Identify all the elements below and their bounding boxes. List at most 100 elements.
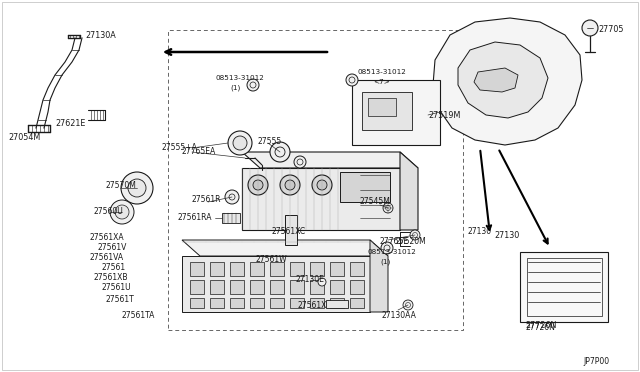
Text: 27561U: 27561U [102,283,132,292]
Polygon shape [400,152,418,230]
Bar [368,98,396,116]
Circle shape [410,230,420,240]
Bar [350,262,364,276]
Polygon shape [370,240,388,312]
Circle shape [280,175,300,195]
Text: 08513-31012: 08513-31012 [358,69,407,75]
Bar [270,280,284,294]
Bar [340,172,390,202]
Circle shape [312,175,332,195]
Text: 27561W: 27561W [255,256,287,264]
Bar [250,280,264,294]
Bar [310,298,324,308]
Bar [326,300,348,308]
Text: 27130E: 27130E [295,276,324,285]
Text: 27561: 27561 [102,263,126,273]
Text: 27561XC: 27561XC [272,228,306,237]
Circle shape [233,136,247,150]
Circle shape [317,180,327,190]
Bar [270,298,284,308]
Bar [290,280,304,294]
Text: 27520M: 27520M [395,237,426,247]
Text: 27054M: 27054M [8,134,40,142]
Bar [290,298,304,308]
Bar [250,298,264,308]
Bar [182,256,370,312]
Text: 27561TA: 27561TA [122,311,156,320]
Text: 27765EA: 27765EA [182,148,216,157]
Bar [168,30,463,330]
Text: 27555: 27555 [258,138,282,147]
Bar [242,168,400,230]
Bar [290,262,304,276]
Text: 27561X: 27561X [298,301,328,310]
Text: 27130: 27130 [468,228,492,237]
Text: 27560U: 27560U [94,208,124,217]
Bar [350,280,364,294]
Bar [330,298,344,308]
Polygon shape [458,42,548,118]
Bar [230,280,244,294]
Text: 27561VA: 27561VA [90,253,124,263]
Bar [250,262,264,276]
Circle shape [228,131,252,155]
Polygon shape [242,152,418,168]
Text: 27621E: 27621E [55,119,85,128]
Text: 08513-31012: 08513-31012 [215,75,264,81]
Text: 27570M: 27570M [105,180,136,189]
Bar [230,298,244,308]
Text: 27705: 27705 [598,26,623,35]
Circle shape [381,242,393,254]
Text: 27561V: 27561V [97,244,126,253]
Bar [270,262,284,276]
Bar [520,252,608,322]
Circle shape [383,203,393,213]
Bar [362,92,412,130]
Bar [190,298,204,308]
Circle shape [294,156,306,168]
Polygon shape [433,18,582,145]
Bar [230,262,244,276]
Bar [527,258,602,316]
Bar [210,262,224,276]
Bar [210,298,224,308]
Circle shape [128,179,146,197]
Circle shape [403,300,413,310]
Bar [285,215,297,245]
Text: 27561R: 27561R [192,196,221,205]
Text: 27130AA: 27130AA [382,311,417,320]
Circle shape [225,190,239,204]
Text: 27130A: 27130A [85,31,116,39]
Text: 27519M: 27519M [428,110,460,119]
Text: (1): (1) [380,259,390,265]
Bar [350,298,364,308]
Text: 27561RA: 27561RA [178,214,212,222]
Circle shape [247,79,259,91]
Text: JP7P00: JP7P00 [584,357,610,366]
Text: (1): (1) [230,85,240,91]
Text: 08513-31012: 08513-31012 [368,249,417,255]
Bar [210,280,224,294]
Circle shape [318,278,326,286]
Circle shape [248,175,268,195]
Bar [310,262,324,276]
Text: 27726N: 27726N [525,321,556,330]
Bar [190,262,204,276]
Text: 27555+A: 27555+A [162,144,198,153]
Bar [222,213,240,223]
Circle shape [346,74,358,86]
Text: 27561T: 27561T [105,295,134,305]
Polygon shape [474,68,518,92]
Bar [310,280,324,294]
Bar [352,80,440,145]
Bar [190,280,204,294]
Circle shape [285,180,295,190]
Text: 27561XA: 27561XA [90,234,125,243]
Circle shape [121,172,153,204]
Text: 27545M: 27545M [360,198,391,206]
Text: 27765E: 27765E [380,237,409,247]
Bar [330,262,344,276]
Text: 27130: 27130 [494,231,519,240]
Text: 27561XB: 27561XB [94,273,129,282]
Circle shape [115,205,129,219]
